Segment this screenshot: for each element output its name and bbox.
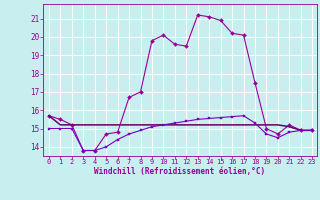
X-axis label: Windchill (Refroidissement éolien,°C): Windchill (Refroidissement éolien,°C) <box>94 167 266 176</box>
